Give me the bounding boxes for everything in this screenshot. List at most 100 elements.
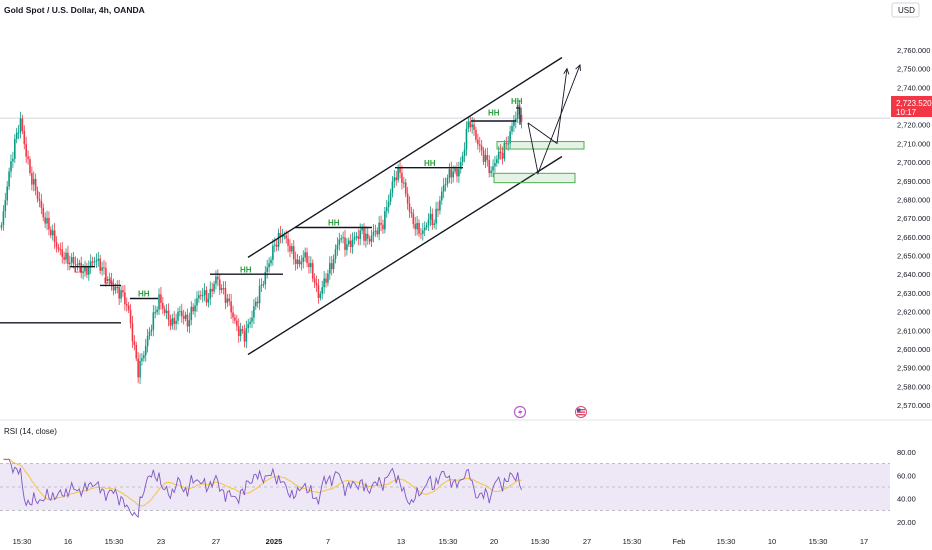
candle-body	[332, 258, 335, 270]
candle-body	[118, 287, 120, 299]
candle-body	[70, 257, 73, 263]
candle-body	[393, 177, 396, 182]
candle-body	[507, 143, 510, 145]
price-tick-label: 2,620.000	[897, 308, 930, 317]
hh-bracket[interactable]	[516, 107, 521, 125]
candle-body	[401, 172, 403, 183]
candle-body	[169, 319, 172, 326]
candle-body	[175, 320, 177, 324]
candle-body	[74, 263, 77, 265]
candle-body	[116, 287, 119, 289]
candle-body	[450, 169, 453, 178]
candle-body	[21, 118, 24, 131]
candle-body	[19, 118, 22, 133]
candle-body	[31, 173, 33, 185]
candle-body	[277, 232, 280, 247]
channel-upper-line[interactable]	[247, 56, 563, 258]
candle-body	[87, 267, 90, 275]
price-tick-label: 2,660.000	[897, 233, 930, 242]
rsi-tick-label: 40.00	[897, 495, 916, 504]
candle-body	[243, 331, 246, 342]
candle-body	[27, 156, 29, 160]
rsi-ma-line	[3, 458, 522, 507]
candle-body	[283, 235, 286, 237]
price-tick-label: 2,580.000	[897, 382, 930, 391]
channel-lower-line[interactable]	[247, 155, 563, 356]
time-tick-label: Feb	[673, 537, 686, 546]
candle-body	[366, 233, 369, 239]
candle-body	[6, 186, 8, 201]
candle-body	[399, 167, 401, 173]
projection-path-b[interactable]	[527, 64, 581, 175]
candle-body	[456, 168, 458, 177]
price-tick-label: 2,720.000	[897, 121, 930, 130]
candle-body	[454, 168, 456, 172]
candle-body	[486, 155, 489, 160]
candle-body	[300, 261, 303, 265]
candle-body	[342, 237, 344, 239]
candle-body	[217, 276, 219, 280]
projection-path-a[interactable]	[527, 68, 568, 145]
candle-body	[180, 311, 183, 317]
candle-body	[199, 295, 202, 297]
currency-badge[interactable]	[891, 2, 920, 18]
drawings-layer[interactable]	[0, 56, 585, 356]
candle-body	[473, 124, 475, 130]
time-axis[interactable]: 15:30 16 15:30 23 27 2025 7 13 15:30 20 15:30 27 15:…	[13, 537, 869, 546]
price-tick-label: 2,570.000	[897, 401, 930, 410]
candle-body	[374, 230, 377, 232]
price-tick-label: 2,760.000	[897, 46, 930, 55]
candle-body	[2, 211, 5, 226]
candle-body	[334, 249, 337, 259]
event-icon-lightning[interactable]	[513, 405, 527, 419]
candle-body	[397, 167, 399, 181]
candle-body	[156, 309, 158, 313]
candle-body	[391, 181, 394, 193]
candle-body	[344, 237, 346, 251]
structure-label-hh: HH	[511, 97, 523, 106]
structure-label-ll: LL	[74, 265, 84, 274]
candle-body	[404, 182, 407, 194]
candle-body	[144, 346, 147, 356]
candle-body	[42, 207, 45, 218]
candle-body	[230, 301, 232, 313]
demand-zone[interactable]	[493, 172, 576, 184]
candle-body	[247, 324, 250, 329]
candle-body	[203, 290, 206, 296]
candle-body	[389, 192, 392, 202]
candle-body	[57, 247, 60, 250]
candle-body	[194, 305, 196, 312]
candle-body	[323, 278, 325, 288]
candle-body	[205, 290, 208, 303]
candle-body	[46, 218, 48, 224]
last-price-badge: 2,723.520 10:17	[891, 96, 932, 117]
candle-body	[112, 284, 115, 291]
candle-body	[78, 262, 81, 265]
candle-body	[321, 287, 324, 294]
candle-body	[69, 262, 71, 264]
candle-body	[370, 235, 373, 242]
candle-body	[355, 236, 358, 238]
candle-body	[255, 301, 257, 307]
rsi-pane[interactable]: RSI (14, close) 80.00 60.00 40.00 20.00	[0, 427, 916, 527]
candle-body	[463, 149, 466, 156]
candle-body	[65, 252, 67, 260]
candle-body	[110, 280, 113, 285]
candlestick-series	[0, 99, 523, 385]
candle-body	[251, 317, 253, 322]
candle-body	[513, 121, 515, 126]
price-axis[interactable]: USD 2,570.000 2,580.000 2,590.000 2,600.000…	[891, 2, 930, 410]
candle-body	[249, 321, 251, 325]
event-icon-us-flag[interactable]	[575, 406, 587, 418]
main-plot[interactable]: LL LL HH HH HH HH HH HH	[0, 56, 890, 385]
candle-body	[509, 131, 511, 144]
candle-body	[101, 267, 103, 271]
candle-body	[234, 317, 236, 321]
candle-body	[310, 263, 312, 268]
demand-zone[interactable]	[496, 141, 585, 150]
candle-body	[395, 177, 398, 181]
candle-body	[272, 245, 274, 260]
candle-body	[446, 177, 449, 185]
candle-body	[279, 232, 282, 237]
